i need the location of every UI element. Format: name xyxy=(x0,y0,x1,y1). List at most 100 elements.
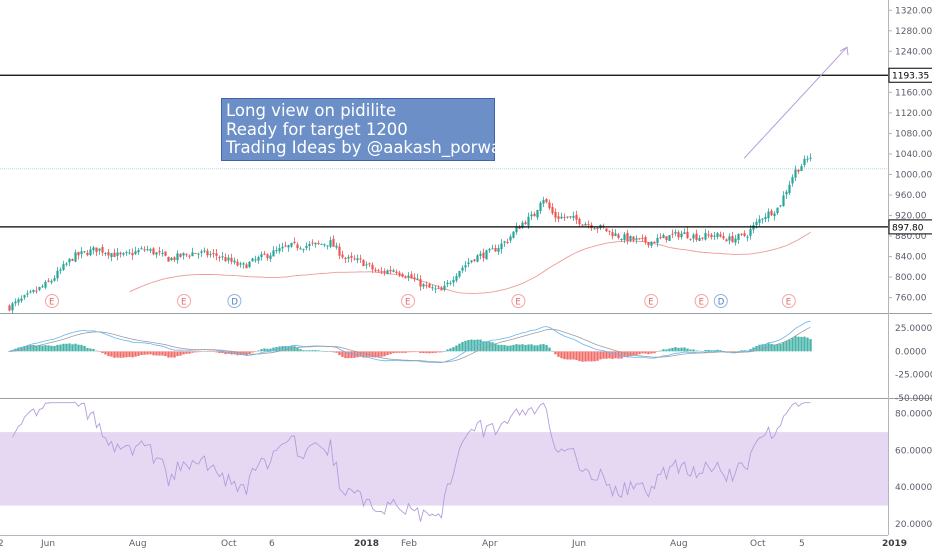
candle-body xyxy=(764,216,767,220)
candle-body xyxy=(383,271,386,273)
macd-bar xyxy=(77,344,80,352)
candle-body xyxy=(578,218,581,225)
macd-bar xyxy=(98,351,101,352)
macd-bar xyxy=(143,351,146,355)
candle-body xyxy=(344,257,347,259)
macd-bar xyxy=(488,341,491,352)
macd-bar xyxy=(122,351,125,358)
macd-bar xyxy=(299,349,302,352)
macd-bar xyxy=(329,351,332,352)
macd-bar xyxy=(554,351,557,355)
candle-body xyxy=(428,284,431,288)
candle-body xyxy=(272,250,275,257)
candle-body xyxy=(359,258,362,260)
macd-bar xyxy=(107,351,110,357)
macd-bar xyxy=(608,351,611,359)
candle-body xyxy=(449,282,452,284)
candle-body xyxy=(170,257,173,261)
macd-bar xyxy=(65,343,68,352)
candle-body xyxy=(422,284,425,287)
macd-bar xyxy=(368,351,371,357)
macd-bar xyxy=(68,343,71,352)
time-tick-label: Oct xyxy=(221,539,237,549)
candle-body xyxy=(188,255,191,257)
candle-body xyxy=(152,248,155,255)
macd-bar xyxy=(662,349,665,352)
candle-body xyxy=(614,233,617,236)
candle-body xyxy=(572,216,575,218)
candle-body xyxy=(608,230,611,232)
candle-body xyxy=(479,253,482,256)
candle-body xyxy=(671,233,674,235)
candle-body xyxy=(587,224,590,226)
macd-bar xyxy=(770,343,773,352)
macd-bar xyxy=(626,351,629,358)
macd-bar xyxy=(530,344,533,352)
macd-bar xyxy=(602,351,605,359)
candle-body xyxy=(776,207,779,214)
price-tick-label: 920.00 xyxy=(895,212,927,222)
macd-bar xyxy=(392,351,395,354)
rsi-tick-label: 40.0000 xyxy=(895,483,932,493)
candle-body xyxy=(128,252,131,254)
macd-bar xyxy=(743,350,746,352)
macd-bar xyxy=(221,351,224,354)
dividend-marker xyxy=(713,294,728,308)
macd-bar xyxy=(797,336,800,352)
candle-body xyxy=(485,250,488,260)
candle-body xyxy=(803,158,806,165)
candle-body xyxy=(365,264,368,266)
candle-body xyxy=(788,184,791,194)
macd-bar xyxy=(515,344,518,352)
candle-body xyxy=(632,236,635,241)
target-arrow-head xyxy=(839,46,849,56)
macd-bar xyxy=(101,351,104,354)
macd-bar xyxy=(20,346,23,352)
candle-body xyxy=(617,234,620,238)
candle-body xyxy=(530,214,533,217)
macd-bar xyxy=(434,351,437,353)
candle-body xyxy=(524,222,527,225)
macd-bar xyxy=(683,347,686,352)
macd-bar xyxy=(497,344,500,352)
candle-body xyxy=(245,264,248,269)
macd-bar xyxy=(254,351,257,352)
candle-body xyxy=(104,253,107,255)
macd-bar xyxy=(755,345,758,352)
candle-body xyxy=(794,169,797,178)
candle-body xyxy=(335,245,338,248)
macd-bar xyxy=(128,351,131,357)
candle-body xyxy=(488,249,491,251)
macd-bar xyxy=(791,337,794,352)
candle-body xyxy=(668,235,671,241)
candle-body xyxy=(146,249,149,251)
macd-bar xyxy=(518,344,521,352)
candle-body xyxy=(59,269,62,271)
macd-bar xyxy=(275,347,278,352)
candle-body xyxy=(404,277,407,279)
price-tick-label: 1080.00 xyxy=(895,129,932,139)
candle-body xyxy=(629,236,632,241)
macd-bar xyxy=(563,351,566,360)
time-tick-label: Aug xyxy=(129,539,147,549)
candle-body xyxy=(551,207,554,214)
price-tick-label: 960.00 xyxy=(895,191,927,201)
price-tick-label: 1280.00 xyxy=(895,27,932,37)
event-marker-label: E xyxy=(405,298,410,308)
price-marker-box xyxy=(888,67,932,83)
macd-bar xyxy=(53,345,56,352)
candle-body xyxy=(314,242,317,245)
candle-body xyxy=(569,216,572,218)
macd-bar xyxy=(593,351,596,362)
macd-bar xyxy=(713,350,716,352)
candle-body xyxy=(176,253,179,261)
time-tick-label: Jun xyxy=(40,539,55,549)
candle-body xyxy=(242,263,245,265)
macd-bar xyxy=(257,350,260,352)
candle-body xyxy=(182,253,185,256)
candle-body xyxy=(761,218,764,220)
macd-bar xyxy=(416,351,419,352)
macd-bar xyxy=(206,351,209,352)
candle-body xyxy=(41,286,44,288)
candle-body xyxy=(179,253,182,257)
